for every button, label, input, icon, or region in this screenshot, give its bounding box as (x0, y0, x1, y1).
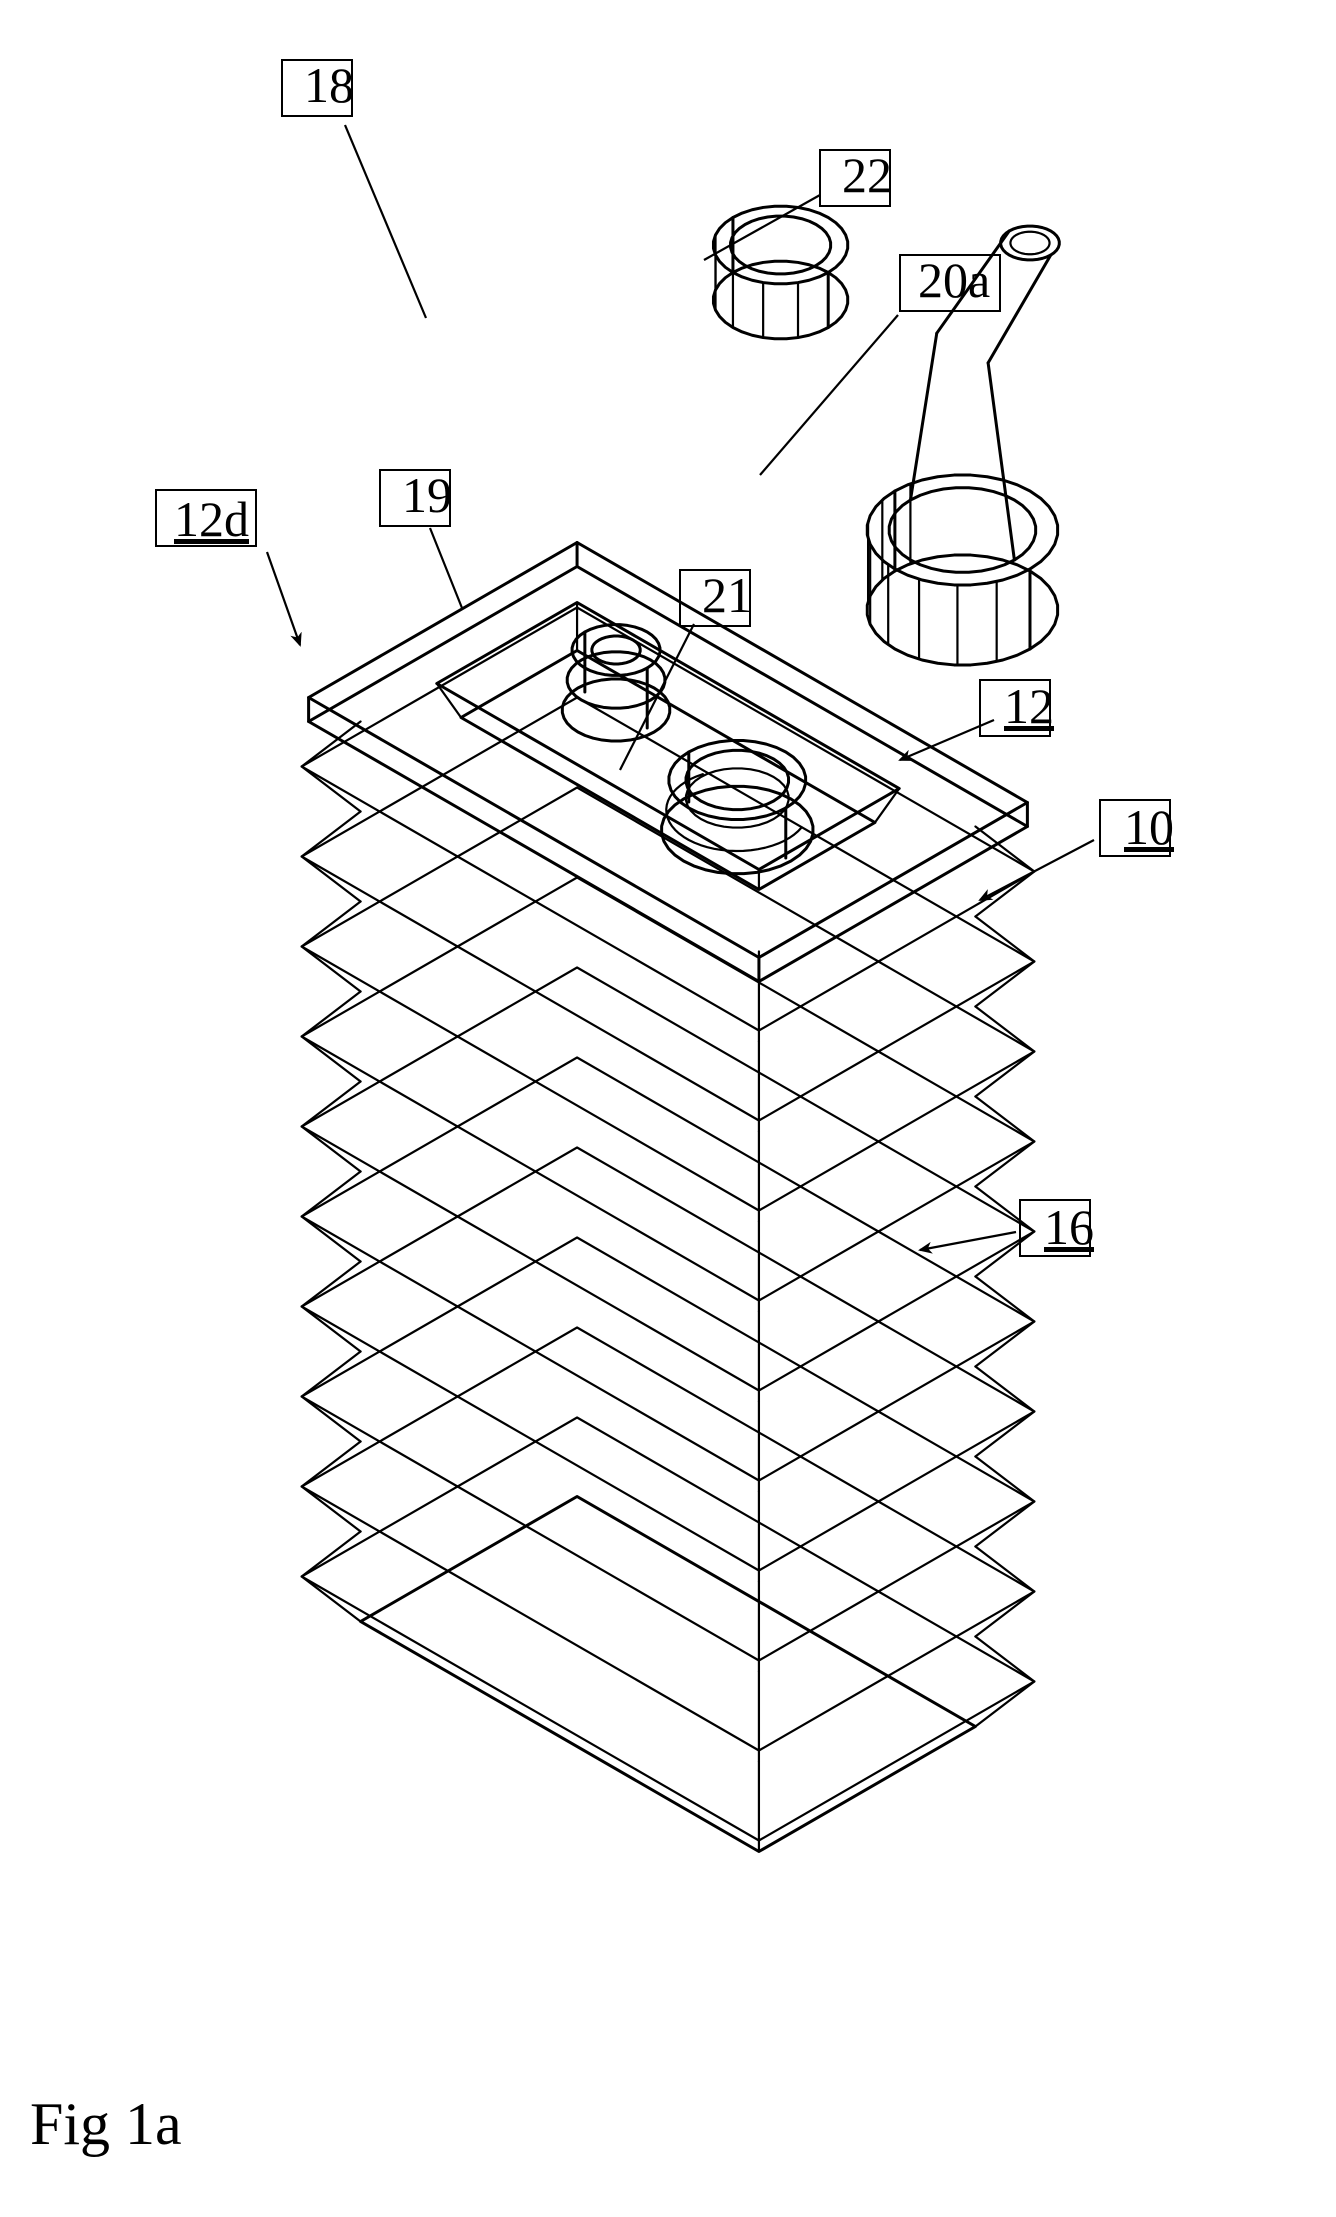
ref-label-22: 22 (842, 147, 892, 203)
reference-labels: 18 22 20a 12d 19 21 12 10 16 (156, 57, 1174, 1256)
ref-label-18: 18 (304, 57, 354, 113)
ref-label-20a: 20a (918, 252, 990, 308)
figure-caption: Fig 1a (30, 2090, 182, 2159)
ref-label-10: 10 (1124, 799, 1174, 855)
ref-label-12: 12 (1004, 678, 1054, 734)
ref-label-12d: 12d (174, 491, 249, 547)
ref-label-16: 16 (1044, 1199, 1094, 1255)
patent-figure: 18 22 20a 12d 19 21 12 10 16 (0, 0, 1336, 2217)
ref-label-19: 19 (402, 467, 452, 523)
ref-label-21: 21 (702, 567, 752, 623)
drawing-group (302, 206, 1060, 1851)
